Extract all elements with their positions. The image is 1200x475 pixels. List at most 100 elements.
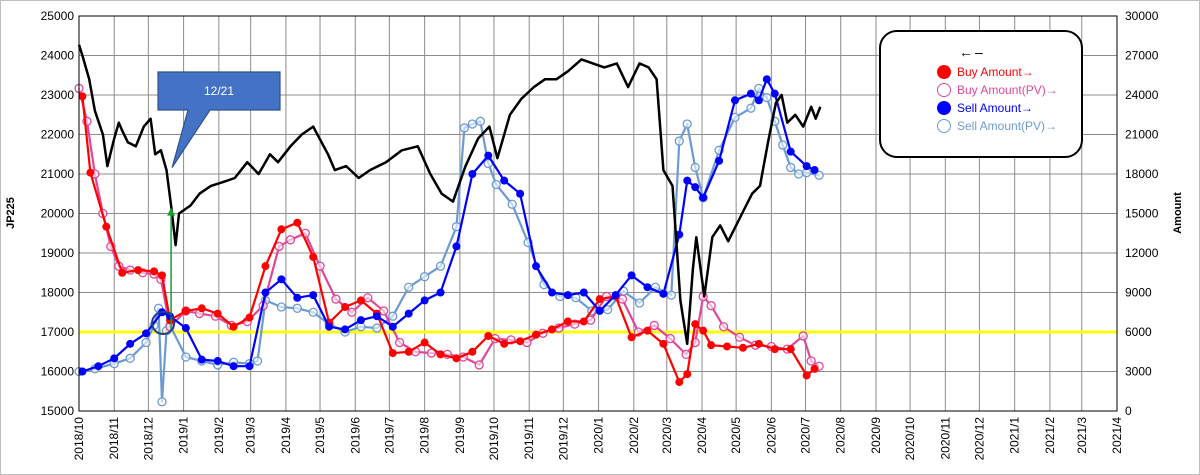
- data-point: [484, 331, 493, 340]
- data-point: [746, 89, 755, 98]
- data-point: [634, 298, 645, 308]
- x-tick-label: 2020/12: [972, 417, 986, 461]
- data-point: [484, 151, 493, 160]
- data-point: [802, 162, 811, 171]
- data-point: [197, 304, 206, 313]
- data-point: [507, 199, 517, 209]
- left-tick-label: 18000: [41, 286, 75, 300]
- data-point: [579, 288, 588, 297]
- data-point: [197, 355, 206, 364]
- x-tick-label: 2021/4: [1110, 417, 1124, 454]
- x-tick-label: 2021/2: [1043, 417, 1057, 454]
- data-point: [734, 332, 745, 342]
- data-point: [786, 162, 796, 173]
- data-point: [419, 272, 430, 282]
- x-tick-label: 2019/4: [279, 417, 293, 454]
- data-point: [563, 317, 572, 326]
- data-point: [770, 345, 779, 354]
- x-tick-label: 2020/9: [869, 417, 883, 454]
- data-point: [500, 176, 509, 185]
- legend-marker: [937, 119, 951, 133]
- data-point: [516, 337, 525, 346]
- x-tick-label: 2020/5: [729, 417, 743, 454]
- data-point: [404, 347, 413, 356]
- x-tick-label: 2018/12: [141, 417, 155, 461]
- legend-label: Sell Amount(PV)→: [957, 119, 1058, 133]
- data-point: [699, 193, 708, 202]
- series-layer: [74, 44, 824, 407]
- data-point: [754, 96, 763, 105]
- data-point: [666, 290, 676, 300]
- data-point: [372, 323, 382, 333]
- x-tick-label: 2019/9: [453, 417, 467, 454]
- right-tick-label: 12000: [1125, 246, 1159, 260]
- data-point: [379, 306, 389, 316]
- data-point: [675, 378, 684, 387]
- data-point: [682, 119, 692, 129]
- data-point: [665, 333, 675, 344]
- legend-entry: Sell Amount→: [937, 100, 1033, 116]
- x-tick-label: 2020/1: [592, 417, 606, 454]
- data-point: [746, 103, 756, 113]
- data-point: [426, 348, 437, 358]
- data-point: [102, 222, 111, 231]
- right-tick-label: 30000: [1125, 9, 1159, 23]
- data-point: [356, 316, 365, 325]
- legend-entry: Buy Amount(PV)→: [937, 82, 1058, 98]
- data-point: [388, 349, 397, 358]
- data-point: [806, 356, 816, 366]
- data-point: [547, 325, 556, 334]
- data-point: [452, 242, 461, 251]
- data-point: [404, 282, 414, 292]
- right-tick-label: 18000: [1125, 167, 1159, 181]
- data-point: [468, 170, 477, 178]
- data-point: [293, 218, 302, 227]
- data-point: [292, 303, 302, 313]
- data-point: [261, 288, 270, 297]
- data-point: [459, 123, 470, 133]
- data-point: [394, 337, 405, 348]
- data-point: [134, 266, 143, 275]
- legend-label: Buy Amount→: [957, 65, 1034, 79]
- data-point: [611, 291, 620, 300]
- data-point: [308, 307, 318, 317]
- data-point: [786, 147, 795, 156]
- data-point: [78, 92, 87, 101]
- data-point: [341, 302, 350, 311]
- data-point: [277, 225, 286, 234]
- legend-entry: Sell Amount(PV)→: [937, 118, 1057, 134]
- legend-label: Sell Amount→: [957, 101, 1034, 115]
- x-tick-label: 2021/1: [1008, 417, 1022, 454]
- right-tick-label: 6000: [1125, 325, 1152, 339]
- right-axis-title: Amount: [1172, 192, 1184, 234]
- data-point: [659, 289, 668, 298]
- legend-entry: Buy Amount→: [937, 64, 1034, 80]
- right-tick-label: 3000: [1125, 365, 1152, 379]
- x-tick-label: 2020/7: [798, 417, 812, 454]
- series-jp225: [77, 44, 822, 346]
- legend-label: Buy Amount(PV)→: [957, 83, 1058, 97]
- data-point: [467, 119, 478, 129]
- left-tick-label: 23000: [41, 88, 75, 102]
- data-point: [126, 339, 135, 348]
- data-point: [649, 320, 659, 331]
- data-point: [157, 271, 166, 280]
- right-tick-label: 21000: [1125, 128, 1159, 142]
- data-point: [603, 304, 613, 315]
- data-point: [420, 338, 429, 347]
- data-point: [547, 288, 556, 297]
- data-point: [674, 136, 684, 146]
- data-point: [754, 339, 763, 348]
- data-point: [94, 362, 103, 371]
- data-point: [78, 367, 87, 376]
- data-point: [157, 397, 167, 407]
- data-point: [277, 275, 286, 284]
- data-point: [786, 345, 795, 354]
- x-tick-label: 2019/8: [418, 417, 432, 454]
- data-point: [331, 294, 341, 304]
- data-point: [762, 75, 771, 84]
- data-point: [341, 325, 350, 334]
- x-tick-label: 2020/10: [903, 417, 917, 461]
- data-point: [475, 116, 485, 126]
